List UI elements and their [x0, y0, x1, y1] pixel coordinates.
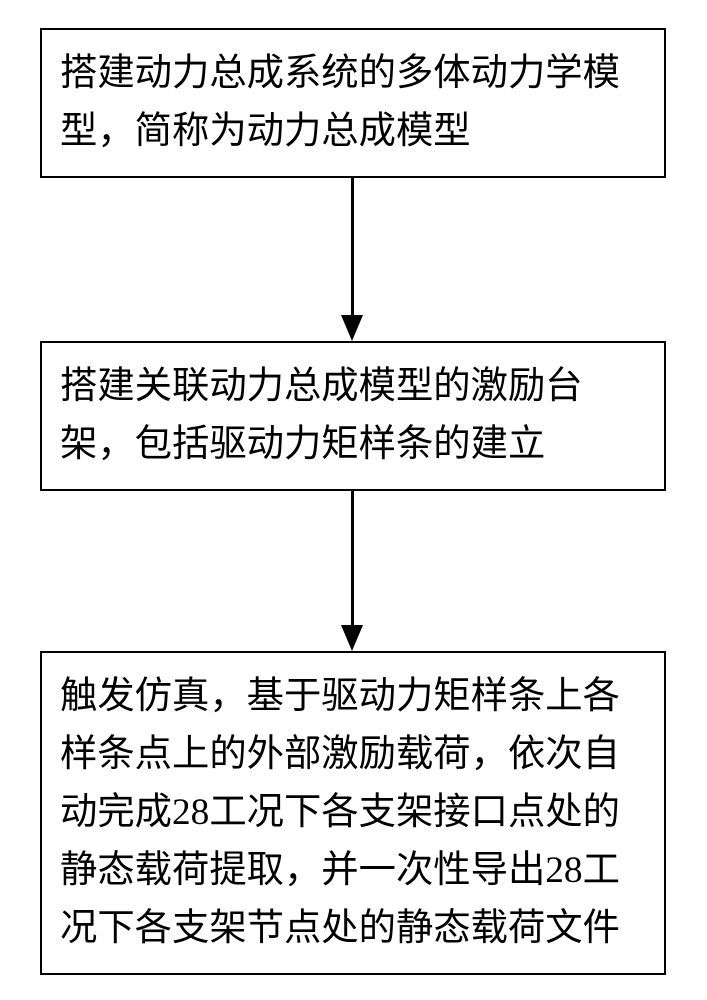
flow-node-n1: 搭建动力总成系统的多体动力学模型，简称为动力总成模型: [40, 28, 666, 178]
flowchart-canvas: 搭建动力总成系统的多体动力学模型，简称为动力总成模型搭建关联动力总成模型的激励台…: [0, 0, 707, 1000]
arrow-shaft: [351, 491, 354, 625]
arrow-shaft: [351, 178, 354, 315]
flow-node-text: 搭建关联动力总成模型的激励台架，包括驱动力矩样条的建立: [60, 358, 646, 474]
flow-node-text: 触发仿真，基于驱动力矩样条上各样条点上的外部激励载荷，依次自动完成28工况下各支…: [60, 668, 646, 957]
flow-node-n3: 触发仿真，基于驱动力矩样条上各样条点上的外部激励载荷，依次自动完成28工况下各支…: [40, 651, 666, 975]
flow-node-text: 搭建动力总成系统的多体动力学模型，简称为动力总成模型: [60, 45, 646, 161]
arrow-head-icon: [341, 315, 363, 341]
flow-node-n2: 搭建关联动力总成模型的激励台架，包括驱动力矩样条的建立: [40, 341, 666, 491]
arrow-head-icon: [341, 625, 363, 651]
